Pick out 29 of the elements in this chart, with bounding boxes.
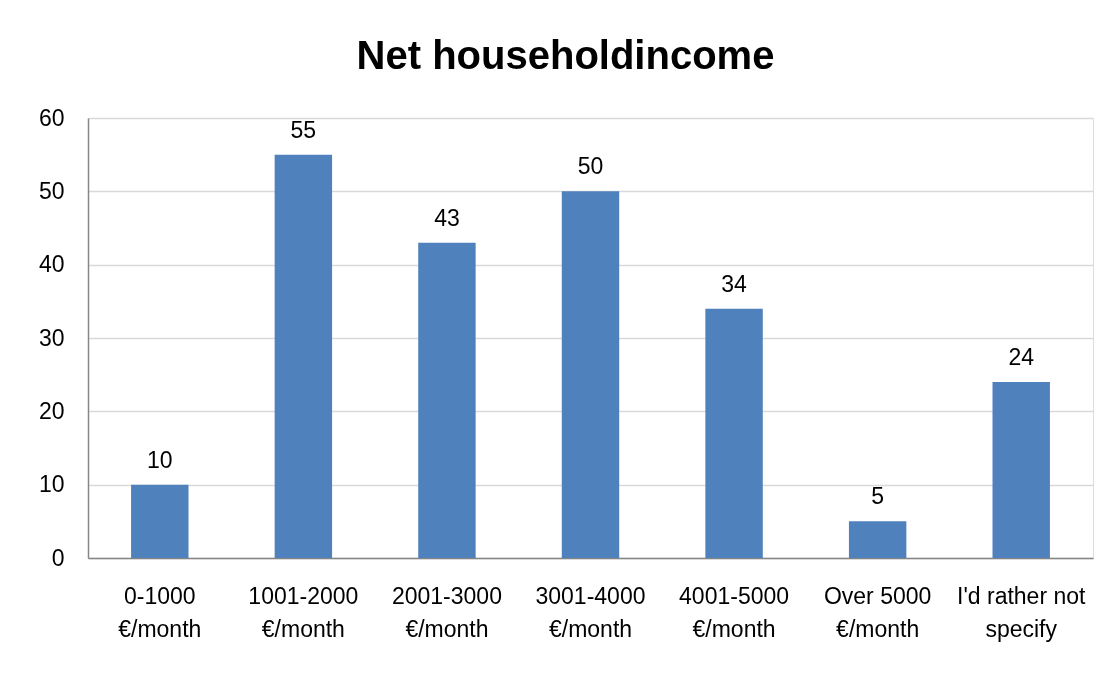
x-tick-label: I'd rather not specify: [957, 582, 1087, 642]
data-label: 55: [290, 116, 317, 143]
bar: [705, 308, 763, 558]
y-tick-label: 50: [38, 177, 65, 204]
data-label: 43: [434, 204, 460, 231]
x-tick-label: Over 5000 €/month: [823, 582, 932, 642]
x-tick-label: 4001-5000 €/month: [679, 582, 790, 642]
chart-title: Net householdincome: [356, 33, 775, 77]
bar: [274, 154, 333, 558]
y-tick-label: 40: [38, 251, 65, 278]
x-tick-label: 2001-3000 €/month: [391, 582, 502, 642]
y-tick-label: 60: [38, 104, 65, 131]
x-tick-label: 0-1000 €/month: [118, 582, 202, 642]
data-label: 5: [871, 483, 885, 510]
y-tick-label: 20: [38, 397, 65, 424]
data-label: 24: [1008, 344, 1035, 370]
bar: [992, 382, 1050, 558]
x-tick-label: 3001-4000 €/month: [535, 582, 646, 642]
bar: [131, 484, 189, 558]
bar: [561, 191, 620, 558]
y-tick-label: 10: [38, 471, 65, 498]
data-label: 10: [146, 446, 173, 473]
data-label: 34: [721, 270, 748, 297]
bar: [848, 521, 907, 558]
data-label: 50: [577, 153, 604, 180]
bar: [418, 242, 476, 558]
x-tick-label: 1001-2000 €/month: [248, 582, 359, 642]
y-tick-label: 30: [38, 324, 65, 351]
y-tick-label: 0: [51, 544, 65, 571]
